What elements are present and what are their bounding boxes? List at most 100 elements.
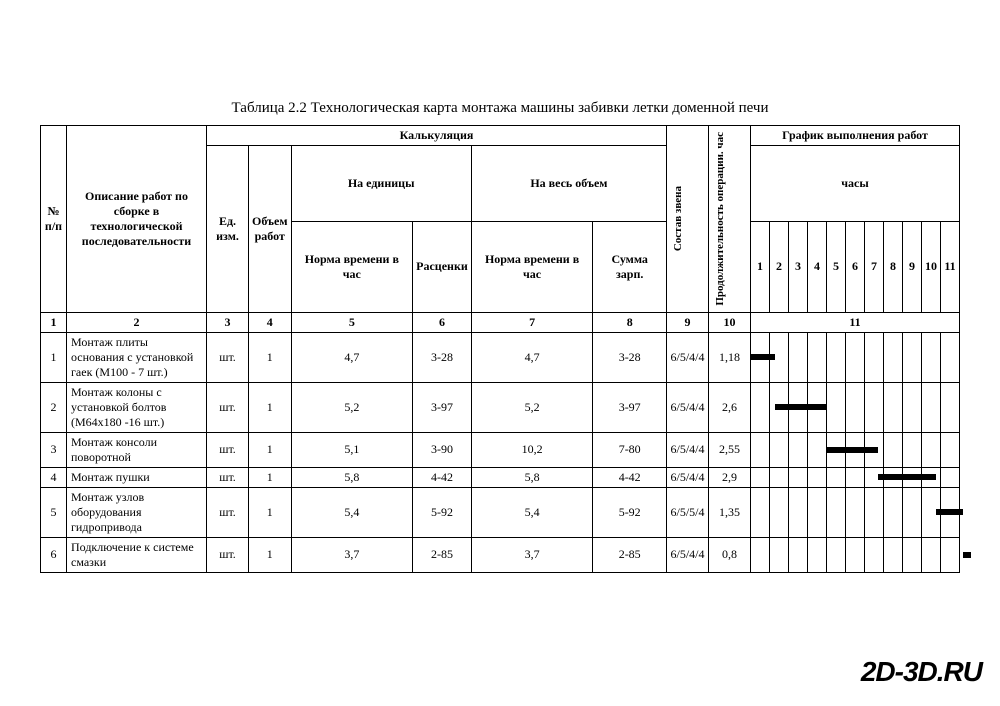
gantt-cell	[808, 537, 827, 572]
hour-3: 3	[789, 221, 808, 312]
hour-6: 6	[846, 221, 865, 312]
cell: 3,7	[471, 537, 593, 572]
col-schedule: График выполнения работ	[751, 126, 960, 146]
cell: 6/5/4/4	[667, 332, 709, 382]
gantt-cell	[903, 432, 922, 467]
gantt-cell	[770, 487, 789, 537]
cell: 6/5/4/4	[667, 432, 709, 467]
colnum-7: 7	[471, 312, 593, 332]
cell: 4,7	[291, 332, 413, 382]
gantt-cell	[884, 467, 903, 487]
cell: 2	[41, 382, 67, 432]
gantt-cell	[827, 332, 846, 382]
gantt-cell	[846, 487, 865, 537]
hour-11: 11	[941, 221, 960, 312]
gantt-cell	[846, 432, 865, 467]
col-norm-time-t: Норма времени в час	[471, 221, 593, 312]
gantt-cell	[884, 332, 903, 382]
cell: 3,7	[291, 537, 413, 572]
gantt-cell	[789, 432, 808, 467]
cell: 4	[41, 467, 67, 487]
cell: 1	[249, 332, 292, 382]
hour-2: 2	[770, 221, 789, 312]
cell: 5,8	[291, 467, 413, 487]
cell: 2,6	[709, 382, 751, 432]
col-duration: Продолжительность операции. час	[712, 128, 728, 310]
cell: 7-80	[593, 432, 667, 467]
gantt-cell	[884, 487, 903, 537]
document-page: Таблица 2.2 Технологическая карта монтаж…	[0, 0, 1000, 573]
gantt-cell	[865, 382, 884, 432]
cell: 1	[249, 467, 292, 487]
column-number-row: 1 2 3 4 5 6 7 8 9 10 11	[41, 312, 960, 332]
gantt-cell	[846, 382, 865, 432]
table-row: 5Монтаж узлов оборудования гидроприводаш…	[41, 487, 960, 537]
cell: шт.	[207, 332, 249, 382]
gantt-cell	[846, 537, 865, 572]
watermark-logo: 2D-3D.RU	[861, 656, 982, 688]
gantt-cell	[865, 332, 884, 382]
gantt-cell	[922, 467, 941, 487]
cell: 5-92	[593, 487, 667, 537]
gantt-cell	[941, 467, 960, 487]
colnum-10: 10	[709, 312, 751, 332]
gantt-cell	[941, 332, 960, 382]
cell: 3-97	[413, 382, 472, 432]
gantt-cell	[789, 467, 808, 487]
cell: 3-97	[593, 382, 667, 432]
colnum-1: 1	[41, 312, 67, 332]
hour-9: 9	[903, 221, 922, 312]
col-unit: Ед. изм.	[207, 146, 249, 313]
colnum-3: 3	[207, 312, 249, 332]
gantt-cell	[751, 432, 770, 467]
cell: 3-28	[593, 332, 667, 382]
hour-10: 10	[922, 221, 941, 312]
cell: шт.	[207, 382, 249, 432]
cell: 1	[249, 382, 292, 432]
gantt-cell	[903, 537, 922, 572]
cell: 5	[41, 487, 67, 537]
table-row: 4Монтаж пушкишт.15,84-425,84-426/5/4/42,…	[41, 467, 960, 487]
cell: 1,35	[709, 487, 751, 537]
gantt-cell	[827, 382, 846, 432]
cell: 2,55	[709, 432, 751, 467]
col-rate-u: Расценки	[413, 221, 472, 312]
cell: шт.	[207, 537, 249, 572]
col-num: № п/п	[41, 126, 67, 313]
cell: 3	[41, 432, 67, 467]
gantt-cell	[865, 432, 884, 467]
colnum-4: 4	[249, 312, 292, 332]
colnum-5: 5	[291, 312, 413, 332]
cell: 1	[249, 537, 292, 572]
cell: 10,2	[471, 432, 593, 467]
gantt-cell	[884, 432, 903, 467]
hour-1: 1	[751, 221, 770, 312]
cell: 4,7	[471, 332, 593, 382]
gantt-cell	[770, 382, 789, 432]
gantt-cell	[903, 382, 922, 432]
gantt-cell	[827, 537, 846, 572]
gantt-cell	[941, 432, 960, 467]
col-sum-t: Сумма зарп.	[593, 221, 667, 312]
cell: 5,2	[291, 382, 413, 432]
cell: Монтаж колоны с установкой болтов (М64х1…	[67, 382, 207, 432]
hour-5: 5	[827, 221, 846, 312]
gantt-cell	[808, 467, 827, 487]
gantt-cell	[770, 467, 789, 487]
gantt-cell	[751, 487, 770, 537]
gantt-cell	[827, 467, 846, 487]
colnum-11: 11	[751, 312, 960, 332]
gantt-cell	[922, 332, 941, 382]
gantt-cell	[865, 537, 884, 572]
gantt-cell	[846, 467, 865, 487]
cell: 5,4	[471, 487, 593, 537]
cell: 1,18	[709, 332, 751, 382]
gantt-cell	[808, 382, 827, 432]
gantt-cell	[770, 537, 789, 572]
table-row: 1Монтаж плиты основания с установкой гае…	[41, 332, 960, 382]
gantt-cell	[903, 467, 922, 487]
cell: шт.	[207, 487, 249, 537]
cell: Монтаж пушки	[67, 467, 207, 487]
col-total-vol: На весь объем	[471, 146, 666, 222]
cell: 1	[249, 432, 292, 467]
